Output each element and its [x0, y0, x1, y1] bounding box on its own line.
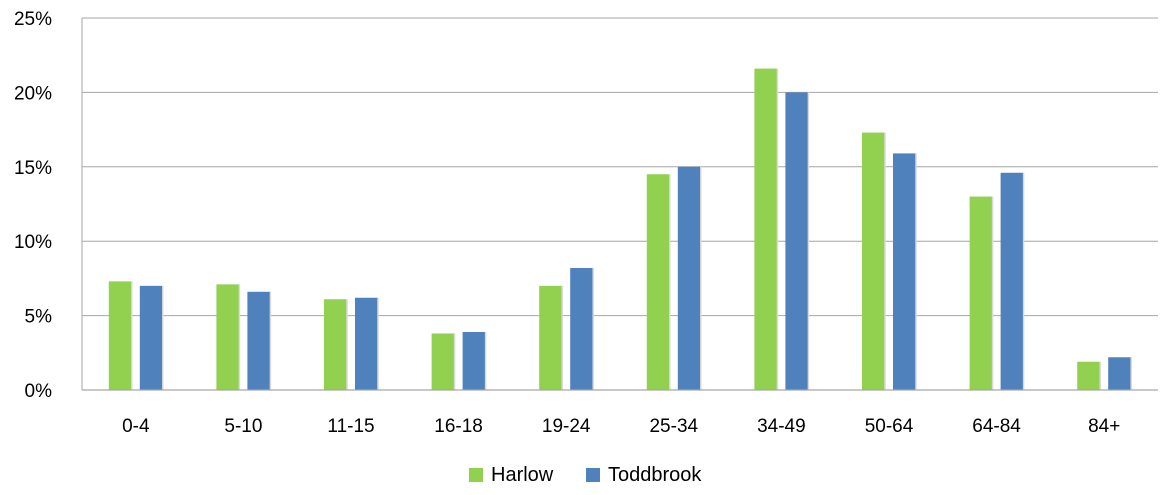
x-tick-label: 64-84 [972, 416, 1021, 437]
x-tick-label: 11-15 [327, 416, 374, 437]
bar-harlow-0-4 [108, 281, 132, 390]
axes [81, 18, 1158, 391]
legend-swatch-toddbrook [586, 468, 600, 482]
y-tick-label: 25% [14, 9, 52, 30]
bar-harlow-11-15 [324, 299, 347, 390]
bar-toddbrook-19-24 [570, 267, 594, 390]
bar-harlow-64-84 [969, 196, 993, 390]
bar-toddbrook-50-64 [893, 153, 916, 390]
bar-toddbrook-64-84 [1000, 172, 1024, 390]
x-axis-ticks: 0-4 5-10 11-15 16-18 19-24 25-34 34-49 50-64 64-… [122, 416, 1120, 437]
bar-toddbrook-0-4 [139, 285, 163, 390]
y-tick-label: 10% [14, 232, 52, 253]
legend-swatch-harlow [469, 468, 483, 482]
legend: Harlow Toddbrook [469, 464, 702, 486]
bar-toddbrook-5-10 [247, 291, 271, 390]
y-axis-ticks: 0% 5% 10% 15% 20% 25% [14, 9, 52, 402]
bar-harlow-16-18 [431, 333, 455, 390]
x-tick-label: 50-64 [865, 416, 914, 437]
y-tick-label: 0% [25, 381, 53, 402]
x-tick-label: 16-18 [434, 416, 483, 437]
x-tick-label: 84+ [1088, 416, 1120, 437]
legend-label-harlow: Harlow [491, 464, 554, 486]
bar-harlow-34-49 [754, 68, 778, 390]
gridlines [82, 17, 1158, 317]
bar-harlow-19-24 [539, 285, 563, 390]
x-tick-label: 34-49 [757, 416, 806, 437]
y-tick-label: 15% [14, 158, 52, 179]
bar-harlow-25-34 [646, 174, 670, 390]
bar-harlow-50-64 [862, 132, 885, 391]
bar-toddbrook-25-34 [677, 166, 701, 390]
bars [108, 68, 1132, 391]
x-tick-label: 25-34 [649, 416, 698, 437]
bar-harlow-84+ [1077, 361, 1101, 390]
x-tick-label: 19-24 [542, 416, 591, 437]
y-tick-label: 20% [14, 83, 52, 104]
bar-toddbrook-11-15 [355, 297, 378, 390]
y-tick-label: 5% [25, 307, 53, 328]
legend-label-toddbrook: Toddbrook [608, 464, 702, 486]
x-tick-label: 0-4 [122, 416, 150, 437]
x-tick-label: 5-10 [224, 416, 262, 437]
bar-toddbrook-34-49 [785, 92, 809, 391]
bar-toddbrook-84+ [1108, 357, 1132, 390]
bar-harlow-5-10 [216, 284, 240, 390]
bar-toddbrook-16-18 [462, 331, 486, 390]
